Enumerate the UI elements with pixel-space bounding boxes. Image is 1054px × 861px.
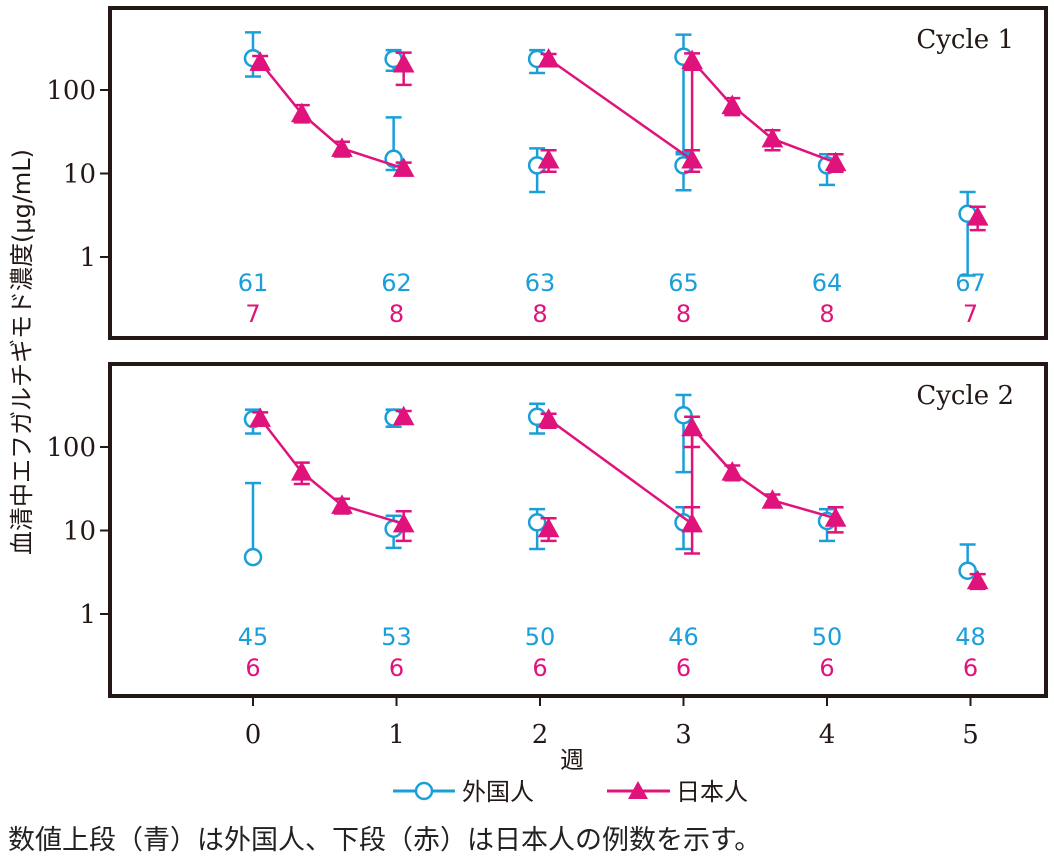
japanese-point [824,151,847,172]
count-japanese: 7 [963,300,978,328]
x-tick-label: 3 [675,720,692,750]
japanese-point [721,461,744,481]
count-foreign: 46 [668,623,699,651]
count-japanese: 6 [245,654,260,682]
japanese-point [761,127,784,148]
y-tick-label: 10 [63,517,96,547]
foreign-point [243,547,263,567]
japanese-point [392,512,415,533]
count-japanese: 6 [963,654,978,682]
count-japanese: 8 [676,300,691,328]
count-foreign: 61 [238,269,269,297]
japanese-point [392,52,415,73]
x-tick-label: 5 [962,720,979,750]
japanese-point [681,416,703,437]
japanese-point [392,157,415,177]
count-foreign: 50 [525,623,556,651]
x-axis-label: 週 [560,746,584,774]
japanese-point [681,148,703,169]
y-tick-label: 10 [63,160,96,190]
japanese-point [761,489,784,509]
y-tick-label: 100 [46,76,96,106]
series-line [547,418,836,527]
japanese-point [824,507,847,527]
count-foreign: 53 [381,623,412,651]
x-tick-label: 4 [819,720,836,750]
y-tick-label: 1 [79,243,96,273]
x-tick-label: 0 [245,720,262,750]
japanese-point [681,512,703,533]
count-japanese: 6 [532,654,547,682]
count-foreign: 64 [812,269,843,297]
japanese-point [537,517,560,538]
japanese-point [966,206,989,226]
foreign-point [674,406,693,425]
count-foreign: 62 [381,269,412,297]
japanese-point [537,47,560,68]
japanese-point [249,407,272,427]
figure-caption: 数値上段（青）は外国人、下段（赤）は日本人の例数を示す。 [8,825,762,856]
series-line [259,61,405,170]
y-tick-label: 1 [79,600,96,630]
japanese-point [966,569,989,590]
count-foreign: 50 [812,623,843,651]
japanese-point [681,49,703,70]
y-axis-label: 血清中エフガルチギモド濃度(μg/mL) [8,149,36,555]
japanese-point [249,51,272,71]
count-japanese: 7 [245,300,260,328]
count-foreign: 45 [238,623,269,651]
count-foreign: 48 [955,623,986,651]
foreign-point [527,513,547,532]
series-line [547,57,837,164]
count-japanese: 8 [819,300,834,328]
series-line [259,417,405,526]
count-japanese: 8 [532,300,547,328]
y-tick-label: 100 [46,433,96,463]
japanese-point [537,148,560,169]
japanese-point [537,408,560,428]
japanese-point [290,102,313,123]
japanese-point [290,461,313,481]
panel-title: Cycle 2 [916,381,1014,411]
count-japanese: 6 [676,654,691,682]
legend-marker-foreign [414,781,434,801]
count-japanese: 6 [389,654,404,682]
legend-label-foreign: 外国人 [462,778,534,806]
japanese-point [721,94,744,115]
count-japanese: 8 [389,300,404,328]
x-tick-label: 2 [532,720,549,750]
legend-label-japanese: 日本人 [676,778,748,806]
panel-title: Cycle 1 [916,25,1014,55]
count-japanese: 6 [819,654,834,682]
count-foreign: 65 [668,269,699,297]
count-foreign: 67 [955,269,986,297]
count-foreign: 63 [525,269,556,297]
japanese-point [331,137,353,157]
x-tick-label: 1 [388,720,405,750]
legend-marker-japanese [628,781,648,799]
japanese-point [392,405,415,426]
japanese-point [331,494,353,514]
foreign-point [958,561,977,580]
